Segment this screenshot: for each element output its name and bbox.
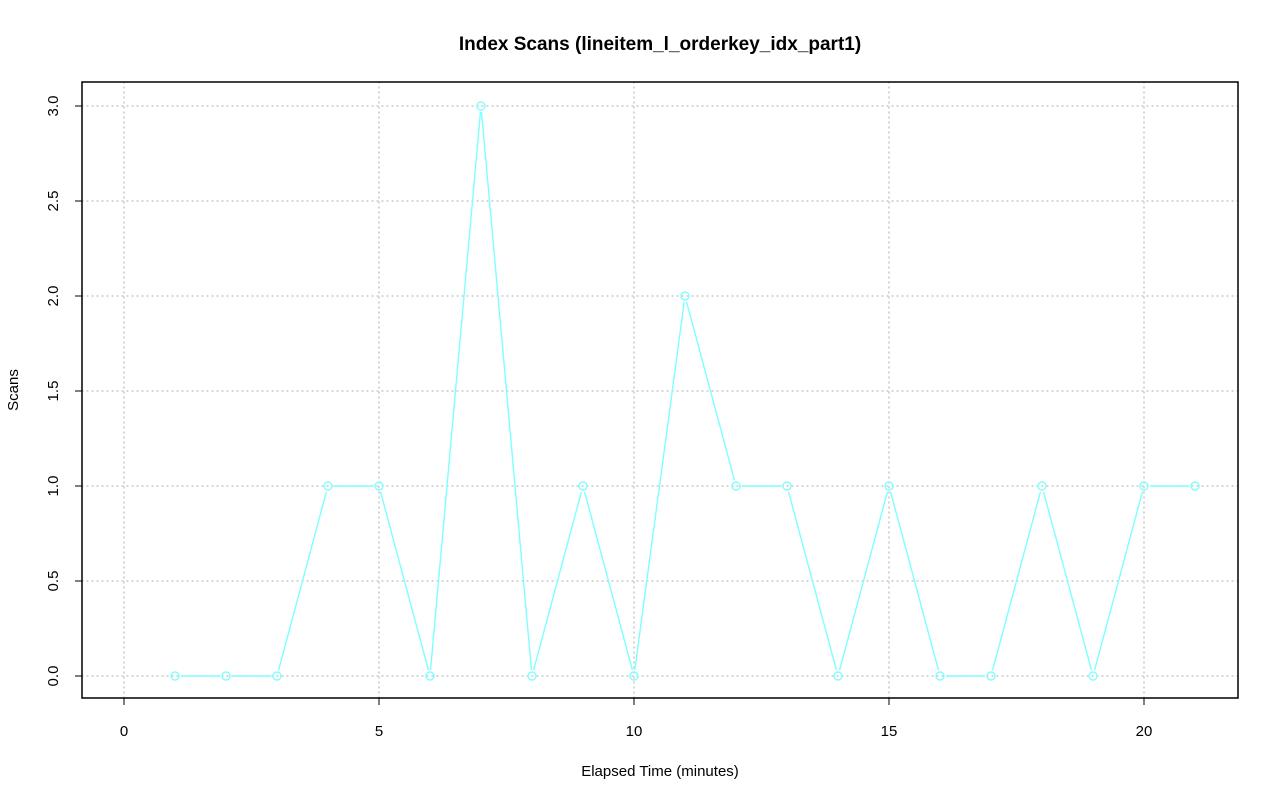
data-point: [476, 101, 486, 111]
y-axis-label: Scans: [5, 369, 22, 411]
data-point: [272, 671, 282, 681]
chart-title: Index Scans (lineitem_l_orderkey_idx_par…: [459, 34, 861, 55]
data-point: [1190, 481, 1200, 491]
data-point: [884, 481, 894, 491]
grid: [81, 81, 1239, 699]
data-point: [935, 671, 945, 681]
data-point: [833, 671, 843, 681]
plot-frame: [81, 81, 1239, 699]
data-point: [578, 481, 588, 491]
data-point: [1037, 481, 1047, 491]
series-segment: [379, 491, 430, 671]
series-segment: [889, 491, 940, 671]
x-tick-label: 5: [375, 723, 383, 740]
y-tick-label: 2.5: [45, 191, 62, 212]
data-point: [221, 671, 231, 681]
data-point: [731, 481, 741, 491]
x-tick-label: 15: [881, 723, 898, 740]
data-point: [1139, 481, 1149, 491]
y-tick-label: 2.0: [45, 286, 62, 307]
data-point: [782, 481, 792, 491]
y-tick-label: 1.5: [45, 381, 62, 402]
series-segment: [532, 491, 583, 671]
series-segment: [1093, 491, 1144, 671]
y-tick-label: 1.0: [45, 476, 62, 497]
x-tick-label: 0: [120, 723, 128, 740]
data-point: [527, 671, 537, 681]
series-layer: [170, 101, 1200, 681]
series-segment: [838, 491, 889, 671]
series-segment: [685, 301, 736, 481]
data-point: [170, 671, 180, 681]
y-tick-label: 3.0: [45, 96, 62, 117]
series-segment: [480, 111, 533, 671]
x-axis-label: Elapsed Time (minutes): [581, 763, 739, 780]
series-segment: [1042, 491, 1093, 671]
y-tick-label: 0.0: [45, 666, 62, 687]
series: [170, 101, 1200, 681]
data-point: [680, 291, 690, 301]
data-point: [425, 671, 435, 681]
data-point: [986, 671, 996, 681]
x-tick-label: 20: [1136, 723, 1153, 740]
x-tick-label: 10: [626, 723, 643, 740]
data-point: [1088, 671, 1098, 681]
x-axis: 0 5 10 15 20: [120, 697, 1153, 740]
series-segment: [991, 491, 1042, 671]
series-segment: [583, 491, 634, 671]
y-axis: 0.0 0.5 1.0 1.5 2.0 2.5 3.0: [45, 96, 83, 687]
series-segment: [429, 111, 482, 671]
y-tick-label: 0.5: [45, 571, 62, 592]
data-point: [323, 481, 333, 491]
data-point: [374, 481, 384, 491]
series-segment: [634, 301, 685, 671]
data-point: [629, 671, 639, 681]
series-segment: [277, 491, 328, 671]
series-segment: [787, 491, 838, 671]
